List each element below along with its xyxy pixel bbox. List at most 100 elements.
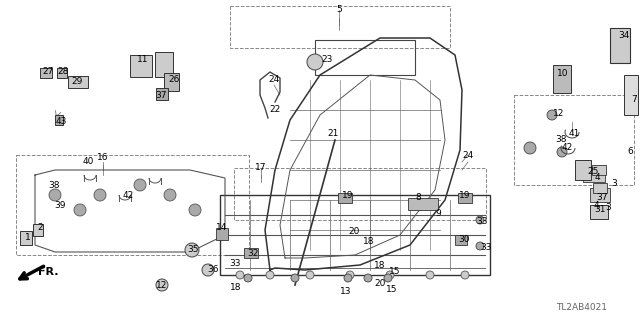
Text: 23: 23 [321, 55, 333, 65]
Bar [230, 6, 450, 48]
Bar [408, 198, 438, 210]
Text: 24: 24 [462, 150, 474, 159]
Text: 34: 34 [618, 30, 630, 39]
Circle shape [266, 271, 274, 279]
Circle shape [244, 274, 252, 282]
Bar [68, 76, 88, 88]
Circle shape [346, 271, 354, 279]
Circle shape [202, 264, 214, 276]
Circle shape [426, 271, 434, 279]
Circle shape [307, 54, 323, 70]
Bar [216, 228, 228, 240]
Text: 35: 35 [188, 245, 199, 254]
Bar [16, 155, 249, 255]
Text: 20: 20 [348, 227, 360, 236]
Text: 16: 16 [97, 154, 109, 163]
Text: 36: 36 [207, 266, 219, 275]
Bar [20, 231, 32, 245]
Text: 1: 1 [25, 233, 31, 242]
Text: FR.: FR. [38, 267, 58, 277]
Bar [553, 65, 571, 93]
Text: 26: 26 [168, 75, 180, 84]
Bar [155, 52, 173, 77]
Bar [338, 193, 352, 203]
Circle shape [164, 189, 176, 201]
Text: 31: 31 [595, 204, 605, 213]
Circle shape [49, 189, 61, 201]
Circle shape [461, 271, 469, 279]
Bar [590, 205, 608, 219]
Text: 12: 12 [156, 281, 168, 290]
Text: 42: 42 [561, 143, 573, 153]
Circle shape [476, 216, 484, 224]
Circle shape [306, 271, 314, 279]
Text: 37: 37 [156, 92, 167, 100]
Text: 14: 14 [216, 223, 228, 233]
Circle shape [189, 204, 201, 216]
Text: 33: 33 [229, 259, 241, 268]
Bar [590, 188, 610, 202]
Text: 24: 24 [268, 76, 280, 84]
Bar [57, 68, 67, 78]
Circle shape [156, 279, 168, 291]
Text: 12: 12 [554, 108, 564, 117]
Bar [156, 88, 168, 100]
Bar [583, 168, 605, 182]
Text: 28: 28 [58, 68, 68, 76]
Text: 11: 11 [137, 55, 148, 65]
Circle shape [236, 271, 244, 279]
Circle shape [344, 274, 352, 282]
Text: 9: 9 [435, 209, 441, 218]
Circle shape [74, 204, 86, 216]
Text: 22: 22 [269, 106, 280, 115]
Bar [130, 55, 152, 77]
Text: 10: 10 [557, 68, 569, 77]
Text: 38: 38 [48, 181, 60, 190]
Circle shape [547, 110, 557, 120]
Circle shape [384, 274, 392, 282]
Text: 43: 43 [55, 116, 67, 125]
Text: 40: 40 [83, 157, 93, 166]
Bar [575, 160, 591, 180]
Bar [40, 68, 52, 78]
Text: 27: 27 [42, 68, 54, 76]
Text: 32: 32 [247, 249, 259, 258]
Circle shape [386, 271, 394, 279]
Text: 8: 8 [415, 194, 421, 203]
Text: 42: 42 [122, 191, 134, 201]
Text: TL2AB4021: TL2AB4021 [556, 303, 607, 312]
Text: 15: 15 [389, 268, 401, 276]
Text: 4: 4 [593, 201, 599, 210]
Text: 20: 20 [374, 278, 386, 287]
Circle shape [134, 179, 146, 191]
Bar [455, 235, 467, 245]
Bar [164, 73, 179, 91]
Circle shape [364, 274, 372, 282]
Text: 6: 6 [627, 148, 633, 156]
Text: 29: 29 [71, 77, 83, 86]
Text: 25: 25 [588, 166, 598, 175]
Bar [624, 75, 638, 115]
Bar [593, 183, 607, 193]
Bar [514, 95, 634, 185]
Text: 18: 18 [374, 260, 386, 269]
Circle shape [476, 242, 484, 250]
Circle shape [557, 147, 567, 157]
Bar [315, 40, 415, 75]
Text: 3: 3 [611, 179, 617, 188]
Bar [244, 248, 258, 258]
Bar [220, 195, 490, 275]
Bar [55, 115, 63, 125]
Text: 30: 30 [458, 235, 470, 244]
Text: 2: 2 [37, 222, 43, 231]
Text: 15: 15 [387, 284, 397, 293]
Text: 19: 19 [460, 191, 471, 201]
Circle shape [94, 189, 106, 201]
Text: 41: 41 [568, 129, 580, 138]
Text: 33: 33 [480, 244, 492, 252]
Text: 38: 38 [556, 134, 567, 143]
Bar [33, 224, 43, 236]
Text: 3: 3 [605, 203, 611, 212]
Circle shape [291, 274, 299, 282]
Text: 7: 7 [631, 95, 637, 105]
